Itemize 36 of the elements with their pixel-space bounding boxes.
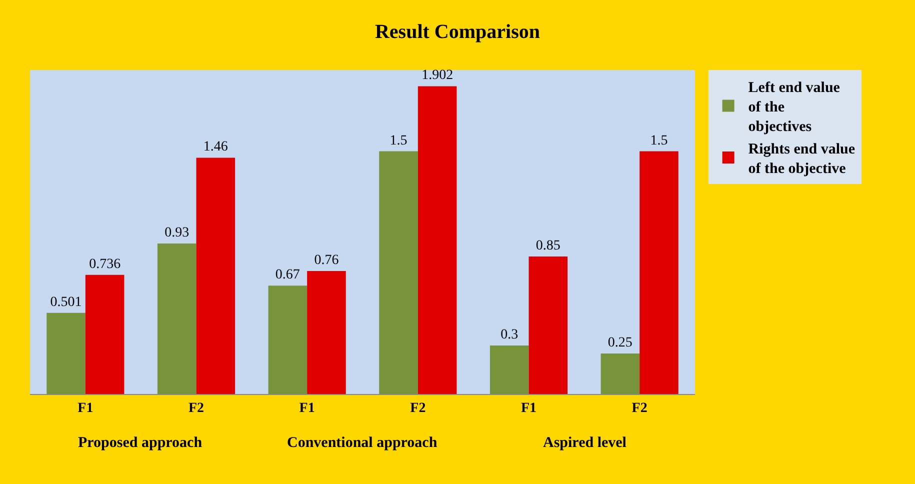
bar (307, 271, 346, 394)
text: Aspired level (543, 435, 626, 451)
bar (418, 86, 457, 394)
data-label: 0.67 (275, 268, 300, 283)
chart-title: Result Comparison (374, 21, 540, 44)
data-label: 1.5 (390, 133, 408, 148)
data-label: 1.46 (203, 140, 228, 155)
data-label: 1.5 (650, 133, 668, 148)
data-label: 0.76 (314, 253, 339, 268)
legend-label: Rights end value of the objective (748, 142, 856, 178)
text: Proposed approach (78, 435, 203, 451)
bar (640, 151, 678, 394)
bar (268, 286, 308, 394)
bar (379, 151, 418, 394)
bar (600, 354, 640, 394)
data-label: 0.93 (164, 226, 190, 240)
data-label: 0.25 (608, 336, 632, 351)
data-label: 0.736 (89, 256, 121, 272)
x-tick-label: F1 (78, 400, 94, 416)
x-tick-label: F1 (299, 400, 315, 416)
x-tick-label: F2 (632, 400, 648, 416)
bar (490, 345, 529, 394)
bar (157, 244, 196, 394)
bar (46, 312, 86, 394)
text: Conventional approach (287, 435, 438, 451)
legend-label: Left end value of the objectives (748, 80, 840, 136)
bar (85, 274, 124, 394)
bar (196, 158, 236, 394)
data-label: 0.501 (50, 294, 82, 310)
data-label: 0.3 (500, 327, 518, 342)
data-label: 1.902 (422, 68, 454, 84)
x-tick-label: F2 (188, 400, 204, 416)
x-tick-label: F1 (520, 400, 537, 416)
x-tick-label: F2 (410, 400, 426, 416)
data-label: 0.85 (536, 238, 560, 254)
bar (528, 256, 568, 394)
